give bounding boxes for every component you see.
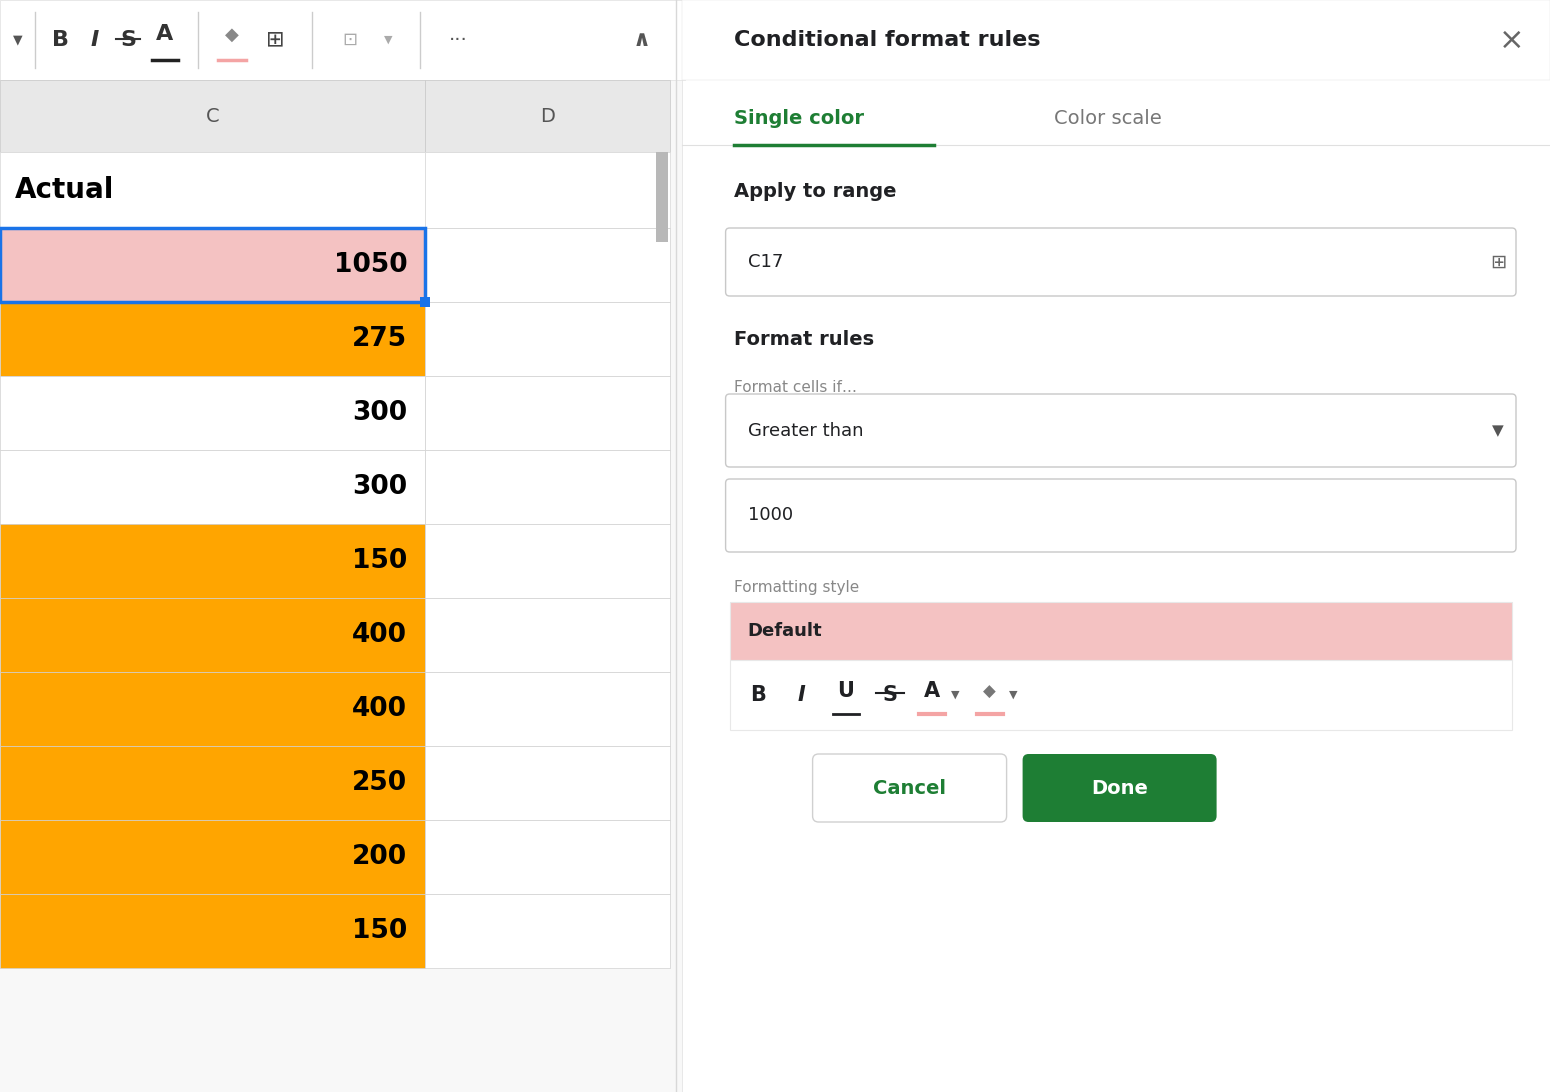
Text: B: B [750, 685, 766, 705]
Text: ···: ··· [448, 31, 468, 49]
Bar [0, 598, 425, 672]
Bar [425, 820, 670, 894]
Text: Single color: Single color [733, 108, 863, 128]
Text: Greater than: Greater than [747, 422, 863, 439]
Bar [0, 376, 425, 450]
Text: 275: 275 [352, 327, 408, 352]
Text: ▼: ▼ [1009, 690, 1018, 700]
Text: 250: 250 [352, 770, 408, 796]
Bar [425, 450, 670, 524]
Bar [425, 376, 670, 450]
Bar [425, 894, 670, 968]
Bar [420, 297, 431, 307]
Text: ▼: ▼ [384, 35, 392, 45]
Text: ◆: ◆ [225, 26, 239, 44]
Bar [0, 746, 425, 820]
Text: 1050: 1050 [333, 252, 408, 278]
Bar [656, 152, 668, 241]
Text: B: B [51, 29, 68, 50]
Text: 150: 150 [352, 918, 408, 943]
Bar [425, 80, 670, 152]
Text: 400: 400 [352, 696, 408, 722]
Text: Done: Done [1091, 779, 1149, 797]
Bar [0, 152, 425, 228]
Bar [425, 152, 670, 228]
Text: ⊞: ⊞ [265, 29, 284, 50]
Text: Default: Default [747, 622, 822, 640]
Bar [0, 0, 685, 1092]
Text: Format rules: Format rules [733, 330, 874, 349]
Text: 300: 300 [352, 474, 408, 500]
Bar [0, 820, 425, 894]
Bar [0, 524, 425, 598]
Bar [0, 80, 425, 152]
Bar [0, 450, 425, 524]
Text: I: I [798, 685, 806, 705]
Bar [425, 302, 670, 376]
Text: ×: × [1499, 25, 1525, 55]
Bar [425, 746, 670, 820]
Text: Cancel: Cancel [873, 779, 945, 797]
Text: C: C [206, 107, 220, 126]
Text: A: A [157, 24, 174, 44]
Text: Color scale: Color scale [1054, 108, 1161, 128]
Text: S: S [882, 685, 897, 705]
Bar [730, 602, 1511, 660]
Bar [425, 598, 670, 672]
Text: ▼: ▼ [14, 34, 23, 47]
Text: Conditional format rules: Conditional format rules [733, 29, 1040, 50]
Text: ⊞: ⊞ [1491, 252, 1507, 272]
Text: I: I [91, 29, 99, 50]
Text: A: A [924, 681, 939, 701]
Text: C17: C17 [747, 253, 783, 271]
FancyBboxPatch shape [725, 394, 1516, 467]
Text: 200: 200 [352, 844, 408, 870]
Bar [0, 0, 685, 80]
Text: U: U [837, 681, 854, 701]
FancyBboxPatch shape [725, 479, 1516, 551]
Text: 400: 400 [352, 622, 408, 648]
Bar [682, 0, 1550, 80]
Bar [425, 228, 670, 302]
FancyBboxPatch shape [812, 753, 1006, 822]
Text: Actual: Actual [16, 176, 115, 204]
Text: Format cells if…: Format cells if… [733, 380, 857, 395]
Text: S: S [119, 29, 136, 50]
Text: Apply to range: Apply to range [733, 182, 896, 201]
Bar [425, 672, 670, 746]
FancyBboxPatch shape [1023, 753, 1217, 822]
Text: 150: 150 [352, 548, 408, 574]
Text: ∧: ∧ [632, 29, 651, 50]
Text: 1000: 1000 [747, 507, 792, 524]
Bar [730, 660, 1511, 729]
Text: ◆: ◆ [983, 682, 997, 701]
Text: D: D [539, 107, 555, 126]
Bar [0, 894, 425, 968]
Bar [0, 228, 425, 302]
Text: ▼: ▼ [1493, 423, 1503, 438]
Text: ▼: ▼ [952, 690, 959, 700]
Text: 300: 300 [352, 400, 408, 426]
Bar [0, 302, 425, 376]
Bar [0, 228, 425, 302]
Bar [0, 672, 425, 746]
Text: Formatting style: Formatting style [733, 580, 859, 595]
Text: ⊡: ⊡ [343, 31, 358, 49]
FancyBboxPatch shape [725, 228, 1516, 296]
Bar [425, 524, 670, 598]
Bar [682, 0, 1550, 1092]
